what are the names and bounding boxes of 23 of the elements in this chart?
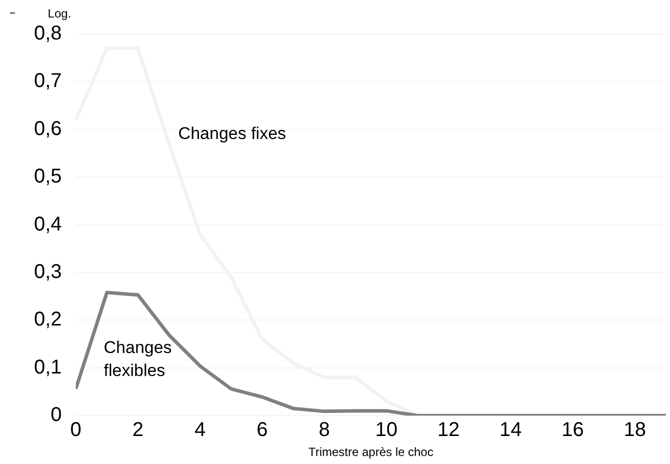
x-tick-label: 10 xyxy=(375,419,398,442)
x-tick-label: 14 xyxy=(500,419,522,442)
x-tick-label: 12 xyxy=(437,419,460,442)
x-tick-label: 4 xyxy=(194,419,206,442)
y-tick-label: 0,6 xyxy=(34,118,62,140)
y-tick-label: 0,3 xyxy=(34,261,62,284)
y-tick-label: 0,8 xyxy=(34,22,62,45)
x-axis-title: Trimestre après le choc xyxy=(308,445,434,460)
y-tick-label: 0,2 xyxy=(34,308,62,331)
x-tick-label: 6 xyxy=(256,419,268,442)
x-tick-label: 18 xyxy=(624,419,646,442)
series-label: Changes fixes xyxy=(178,124,286,143)
x-tick-label: 0 xyxy=(70,419,82,442)
x-tick-label: 8 xyxy=(318,419,330,442)
y-tick-label: 0,5 xyxy=(34,166,62,188)
y-tick-label: 0,1 xyxy=(34,356,62,378)
x-tick-label: 16 xyxy=(562,419,584,442)
y-tick-label: 0,7 xyxy=(34,70,62,92)
y-tick-label: 0 xyxy=(50,404,62,426)
y-tick-label: 0,4 xyxy=(34,213,62,236)
x-tick-label: 2 xyxy=(132,419,144,442)
y-axis-title: Log. xyxy=(48,6,72,20)
series-label: Changes flexibles xyxy=(104,338,172,380)
